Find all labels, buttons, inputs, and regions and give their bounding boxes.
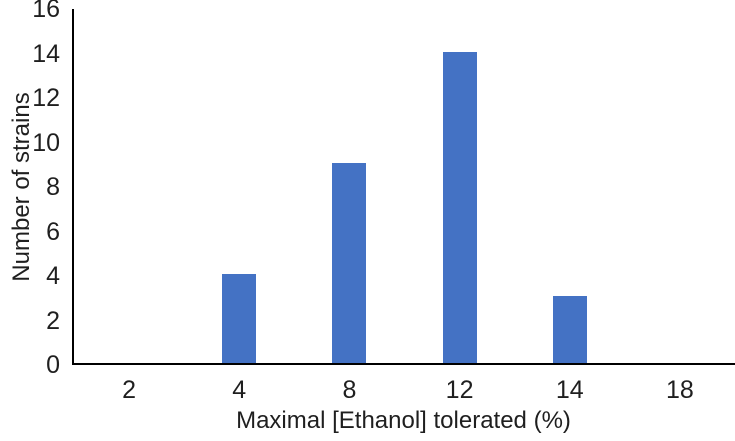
- plot-area: [72, 9, 735, 365]
- y-tick-label: 12: [32, 84, 60, 112]
- y-tick-label: 2: [46, 306, 60, 335]
- y-tick-label: 10: [32, 128, 60, 157]
- y-tick-label: 16: [32, 0, 60, 23]
- x-tick-label: 2: [122, 376, 137, 404]
- x-axis-title: Maximal [Ethanol] tolerated (%): [236, 407, 571, 434]
- y-tick-label: 8: [46, 173, 60, 201]
- y-tick-label: 0: [46, 351, 60, 379]
- x-tick-label: 8: [342, 376, 357, 404]
- bar-14: [552, 296, 587, 363]
- bar-4: [222, 274, 257, 363]
- bar-8: [332, 162, 367, 363]
- x-tick-label: 12: [445, 376, 474, 404]
- y-tick-label: 6: [46, 217, 60, 246]
- x-tick-label: 14: [555, 376, 584, 404]
- x-tick-label: 4: [232, 376, 247, 404]
- y-tick-label: 4: [46, 262, 60, 290]
- x-tick-label: 18: [666, 376, 694, 404]
- y-tick-label: 14: [32, 39, 60, 68]
- bar-12: [442, 51, 477, 363]
